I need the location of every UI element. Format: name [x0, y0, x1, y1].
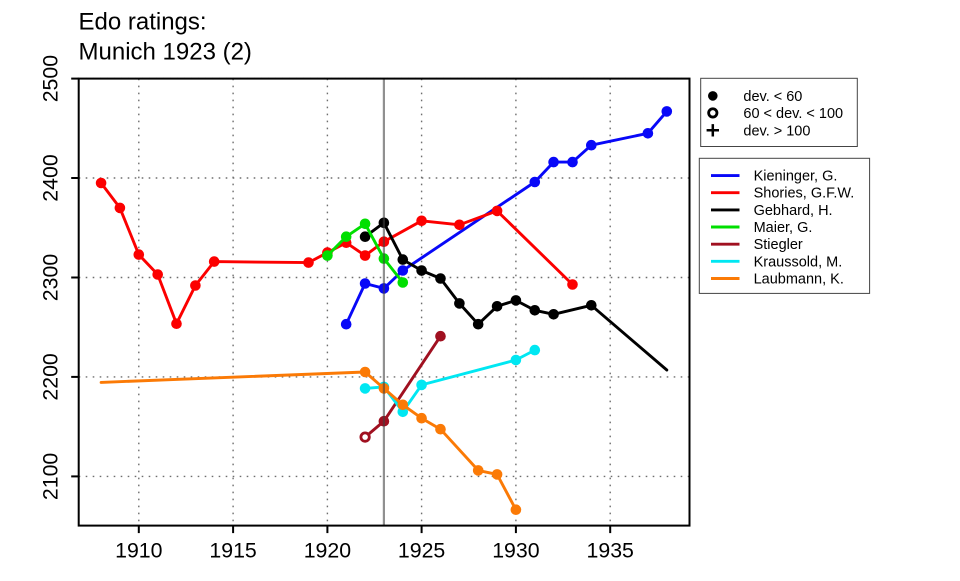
svg-text:Gebhard, H.: Gebhard, H. — [754, 203, 833, 219]
svg-text:Edo ratings:: Edo ratings: — [79, 8, 207, 35]
svg-text:1925: 1925 — [398, 539, 445, 563]
svg-text:Kieninger, G.: Kieninger, G. — [754, 169, 838, 185]
svg-text:2100: 2100 — [39, 453, 63, 501]
svg-text:1930: 1930 — [492, 539, 540, 563]
svg-text:Kraussold, M.: Kraussold, M. — [754, 254, 843, 270]
svg-text:2500: 2500 — [39, 55, 63, 103]
svg-text:2400: 2400 — [39, 154, 63, 202]
svg-text:1910: 1910 — [115, 539, 163, 563]
svg-text:Stiegler: Stiegler — [754, 237, 803, 253]
svg-text:1935: 1935 — [587, 539, 634, 563]
svg-text:2300: 2300 — [39, 254, 63, 302]
svg-text:dev. < 60: dev. < 60 — [743, 89, 802, 105]
svg-text:2200: 2200 — [39, 353, 63, 401]
svg-text:Laubmann, K.: Laubmann, K. — [754, 272, 844, 288]
svg-text:1920: 1920 — [304, 539, 352, 563]
svg-text:60 < dev. < 100: 60 < dev. < 100 — [743, 106, 843, 122]
svg-text:Maier, G.: Maier, G. — [754, 220, 813, 236]
svg-text:dev. > 100: dev. > 100 — [743, 123, 810, 139]
svg-text:1915: 1915 — [209, 539, 256, 563]
svg-text:Shories, G.F.W.: Shories, G.F.W. — [754, 186, 855, 202]
svg-text:Munich 1923 (2): Munich 1923 (2) — [79, 38, 252, 65]
